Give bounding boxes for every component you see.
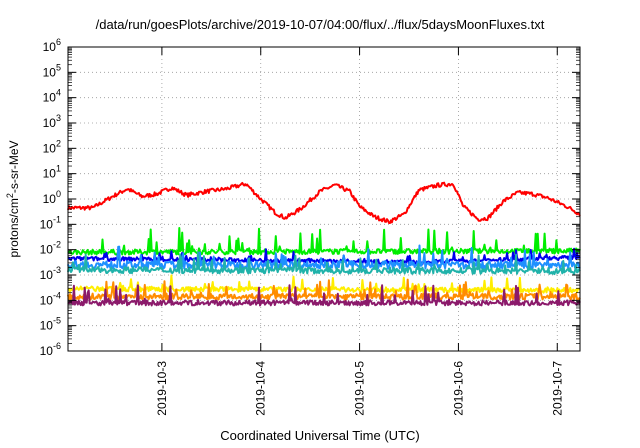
y-tick-label: 105 — [43, 62, 61, 79]
series-line-2 — [67, 227, 581, 256]
x-tick-label: 2019-10-5 — [353, 361, 367, 416]
series-lines — [67, 181, 581, 307]
series-line-5 — [67, 251, 581, 276]
grid-lines — [68, 47, 580, 351]
tick-labels: 10-6 10-5 10-4 10-3 10-2 10-1 100 101 102 103 104 1… — [40, 37, 565, 416]
axis-ticks — [68, 46, 580, 352]
series-line-1 — [67, 181, 581, 224]
series-line-4 — [67, 244, 581, 270]
y-tick-label: 102 — [43, 138, 61, 155]
x-tick-label: 2019-10-3 — [155, 361, 169, 416]
y-tick-label: 10-4 — [40, 290, 61, 307]
x-tick-label: 2019-10-7 — [550, 361, 564, 416]
y-tick-label: 103 — [43, 113, 61, 130]
y-tick-label: 10-6 — [40, 341, 61, 358]
x-tick-label: 2019-10-6 — [451, 361, 465, 416]
chart-title: /data/run/goesPlots/archive/2019-10-07/0… — [95, 17, 545, 32]
y-tick-label: 100 — [43, 189, 61, 206]
y-tick-label: 101 — [43, 164, 61, 181]
x-tick-label: 2019-10-4 — [254, 361, 268, 416]
y-tick-label: 104 — [43, 88, 61, 105]
x-axis-label: Coordinated Universal Time (UTC) — [220, 428, 420, 443]
y-axis-label: protons/cm2-s-sr-MeV — [5, 140, 21, 257]
y-tick-label: 106 — [43, 37, 61, 54]
y-tick-label: 10-5 — [40, 316, 61, 333]
series-line-8 — [67, 284, 581, 307]
series-line-6 — [67, 274, 581, 294]
y-tick-label: 10-3 — [40, 265, 61, 282]
y-tick-label: 10-1 — [40, 214, 61, 231]
y-tick-label: 10-2 — [40, 240, 61, 257]
